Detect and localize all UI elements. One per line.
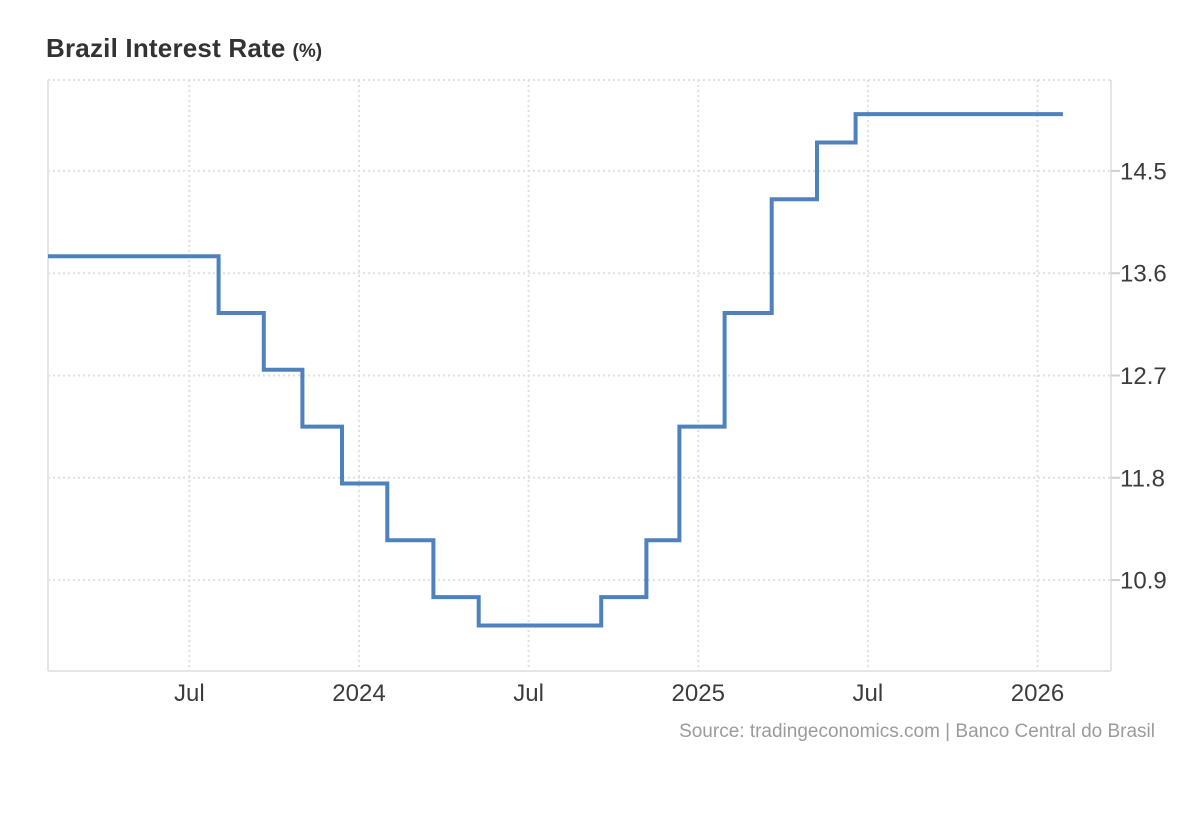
chart-title: Brazil Interest Rate (%) [46, 33, 322, 64]
x-tick-label: Jul [174, 680, 205, 707]
x-tick-label: 2024 [332, 680, 385, 707]
source-attribution: Source: tradingeconomics.com | Banco Cen… [679, 721, 1155, 742]
rate-step-line [48, 112, 1063, 628]
y-tick-label: 13.6 [1120, 261, 1167, 288]
y-tick-label: 12.7 [1120, 363, 1167, 390]
y-tick-label: 10.9 [1120, 568, 1167, 595]
y-tick-label: 11.8 [1120, 465, 1165, 492]
x-tick-label: 2025 [672, 680, 725, 707]
x-tick-label: Jul [513, 680, 544, 707]
y-tick-label: 14.5 [1120, 158, 1167, 185]
chart-title-text: Brazil Interest Rate [46, 33, 286, 63]
x-tick-label: 2026 [1011, 680, 1064, 707]
chart-title-unit: (%) [292, 41, 323, 62]
x-tick-label: Jul [853, 680, 884, 707]
